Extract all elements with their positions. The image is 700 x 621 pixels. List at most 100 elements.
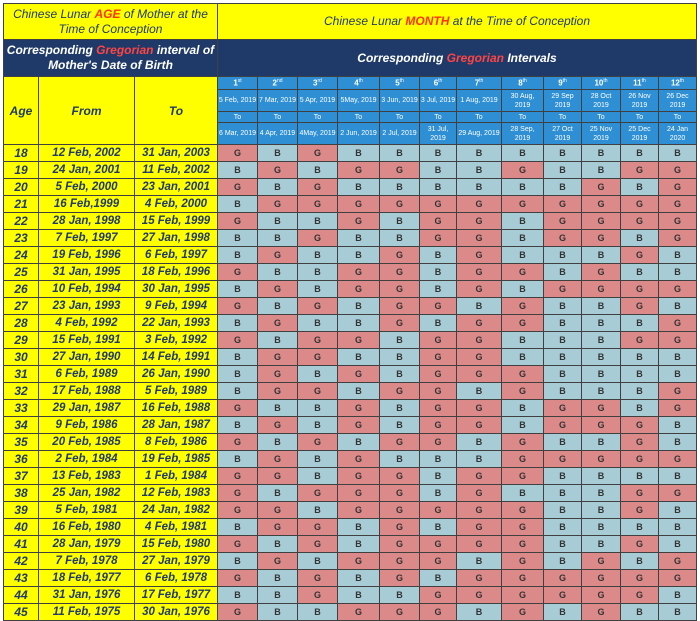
from-date-cell: 7 Feb, 1978 xyxy=(38,552,135,570)
gender-cell: B xyxy=(379,331,420,349)
to-date-cell: 24 Jan, 1982 xyxy=(134,501,218,519)
age-cell: 31 xyxy=(3,365,39,383)
table-row: 24 19 Feb, 1996 6 Feb, 1997 B G B B G B G B B B G B xyxy=(3,246,697,264)
gender-cell: G xyxy=(501,518,544,536)
gender-cell: B xyxy=(456,161,502,179)
gender-cell: G xyxy=(658,161,697,179)
to-date-cell: 4 Feb, 1981 xyxy=(134,518,218,536)
gender-cell: B xyxy=(620,399,659,417)
gender-cell: G xyxy=(337,212,380,230)
gender-cell: G xyxy=(581,450,621,468)
gender-cell: B xyxy=(501,178,544,196)
gender-cell: B xyxy=(337,569,380,587)
gender-cell: B xyxy=(658,297,697,315)
table-row: 30 27 Jan, 1990 14 Feb, 1991 B G G B B G G B B B B B xyxy=(3,348,697,366)
gender-cell: B xyxy=(217,586,258,604)
gender-cell: B xyxy=(217,518,258,536)
month-to-label: To xyxy=(297,111,338,123)
month-number: 9th xyxy=(543,76,582,90)
gender-cell: G xyxy=(456,569,502,587)
gender-cell: G xyxy=(419,399,457,417)
gender-cell: B xyxy=(456,144,502,162)
gender-cell: G xyxy=(501,263,544,281)
month-number: 2nd xyxy=(257,76,298,90)
gender-cell: B xyxy=(543,484,582,502)
gender-cell: B xyxy=(297,603,338,621)
gender-cell: G xyxy=(257,382,298,400)
gender-cell: G xyxy=(337,195,380,213)
gender-cell: B xyxy=(456,552,502,570)
gender-cell: G xyxy=(501,297,544,315)
gender-cell: G xyxy=(658,382,697,400)
gender-cell: B xyxy=(257,178,298,196)
from-date-cell: 28 Jan, 1998 xyxy=(38,212,135,230)
month-start-date: 1 Aug, 2019 xyxy=(456,89,502,112)
gender-cell: G xyxy=(581,569,621,587)
from-date-cell: 17 Feb, 1988 xyxy=(38,382,135,400)
gender-cell: B xyxy=(456,433,502,451)
gender-cell: G xyxy=(217,433,258,451)
gender-cell: G xyxy=(337,467,380,485)
column-header-to: To xyxy=(134,76,218,145)
gender-cell: G xyxy=(581,263,621,281)
gender-cell: G xyxy=(379,297,420,315)
gender-cell: G xyxy=(620,161,659,179)
gender-cell: B xyxy=(217,348,258,366)
to-date-cell: 30 Jan, 1976 xyxy=(134,603,218,621)
table-row: 45 11 Feb, 1975 30 Jan, 1976 G B B G G G B G B G B B xyxy=(3,603,697,621)
from-date-cell: 19 Feb, 1996 xyxy=(38,246,135,264)
gender-cell: B xyxy=(379,229,420,247)
gender-cell: B xyxy=(501,144,544,162)
to-date-cell: 16 Feb, 1988 xyxy=(134,399,218,417)
to-date-cell: 18 Feb, 1996 xyxy=(134,263,218,281)
gender-cell: G xyxy=(658,314,697,332)
gender-cell: G xyxy=(419,365,457,383)
month-to-label: To xyxy=(419,111,457,123)
gender-cell: B xyxy=(581,484,621,502)
gender-cell: G xyxy=(257,552,298,570)
month-end-date: 27 Oct 2019 xyxy=(543,122,582,145)
gender-cell: G xyxy=(419,552,457,570)
gender-cell: G xyxy=(658,195,697,213)
gender-cell: B xyxy=(419,314,457,332)
gender-cell: G xyxy=(379,467,420,485)
gender-cell: G xyxy=(379,263,420,281)
gender-cell: G xyxy=(297,331,338,349)
gender-cell: G xyxy=(297,586,338,604)
from-date-cell: 16 Feb, 1980 xyxy=(38,518,135,536)
gender-cell: G xyxy=(456,484,502,502)
gender-cell: G xyxy=(379,161,420,179)
age-cell: 29 xyxy=(3,331,39,349)
gender-cell: B xyxy=(543,433,582,451)
gender-cell: B xyxy=(297,314,338,332)
gender-cell: G xyxy=(456,365,502,383)
gender-cell: G xyxy=(217,331,258,349)
table-row: 34 9 Feb, 1986 28 Jan, 1987 B G B G B G G B G G G B xyxy=(3,416,697,434)
gender-cell: G xyxy=(297,229,338,247)
to-date-cell: 6 Feb, 1978 xyxy=(134,569,218,587)
gender-cell: B xyxy=(217,416,258,434)
gender-cell: G xyxy=(620,501,659,519)
table-row: 28 4 Feb, 1992 22 Jan, 1993 B G B B G B G G B B B G xyxy=(3,314,697,332)
gender-cell: G xyxy=(620,195,659,213)
month-start-date: 3 Jul, 2019 xyxy=(419,89,457,112)
gender-cell: B xyxy=(456,382,502,400)
gender-cell: B xyxy=(297,416,338,434)
month-start-date: 30 Aug, 2019 xyxy=(501,89,544,112)
gender-cell: G xyxy=(501,535,544,553)
age-cell: 34 xyxy=(3,416,39,434)
gender-cell: G xyxy=(620,586,659,604)
month-to-label: To xyxy=(379,111,420,123)
gender-cell: B xyxy=(419,144,457,162)
gender-cell: G xyxy=(379,246,420,264)
gender-cell: B xyxy=(543,467,582,485)
age-cell: 19 xyxy=(3,161,39,179)
gender-cell: G xyxy=(379,518,420,536)
from-date-cell: 18 Feb, 1977 xyxy=(38,569,135,587)
gender-cell: G xyxy=(620,569,659,587)
gender-cell: B xyxy=(297,212,338,230)
table-row: 27 23 Jan, 1993 9 Feb, 1994 G B G B G G B G B B G B xyxy=(3,297,697,315)
gender-cell: B xyxy=(297,246,338,264)
gregorian-interval-title: Corresponding Gregorian interval of Moth… xyxy=(3,39,218,77)
gender-cell: G xyxy=(337,450,380,468)
